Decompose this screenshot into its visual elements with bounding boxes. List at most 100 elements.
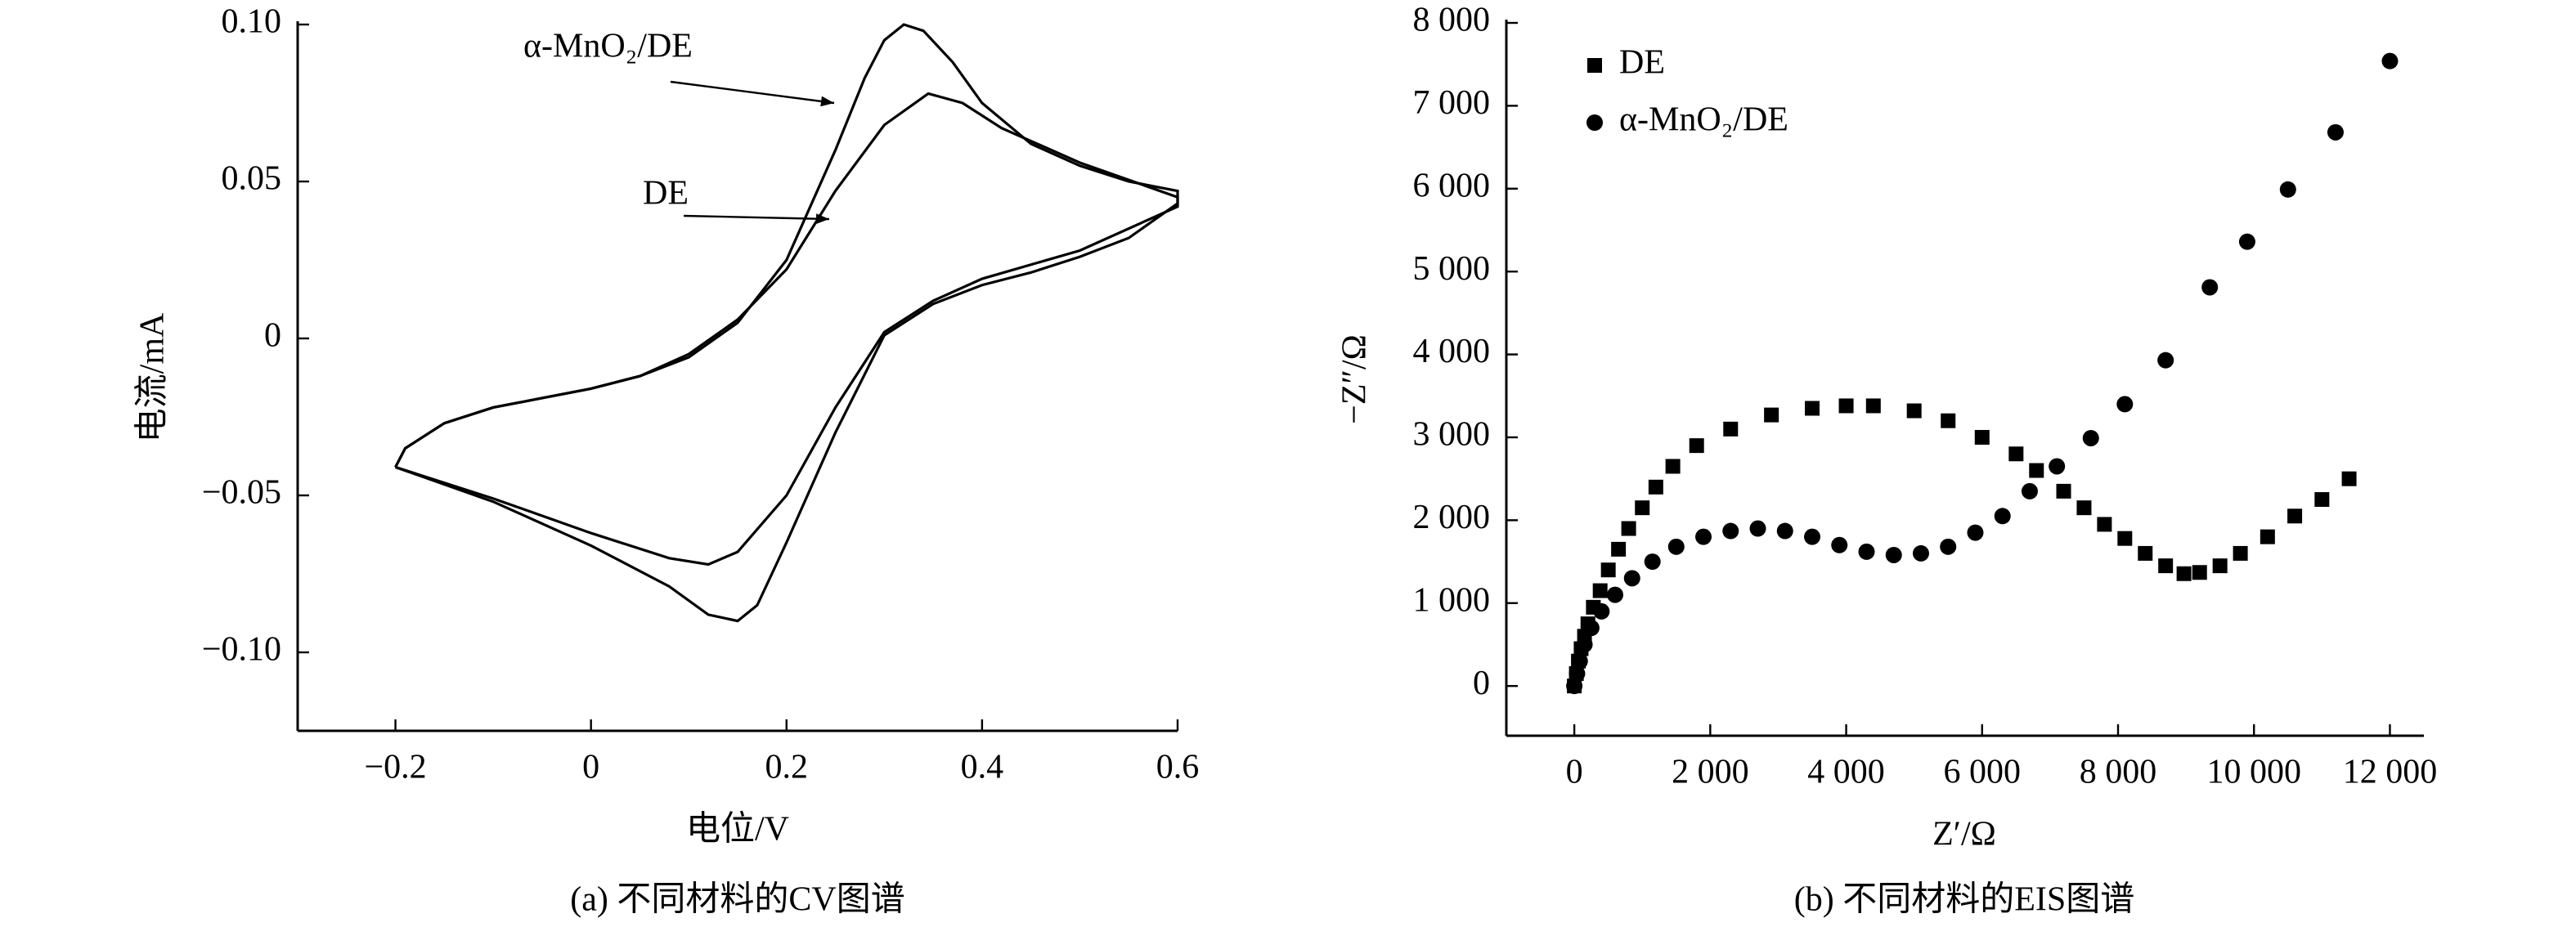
y-tick-label: 2 000 (1413, 499, 1491, 536)
y-tick-label: 4 000 (1413, 333, 1491, 370)
legend-marker (1587, 58, 1602, 73)
x-tick-label: 12 000 (2343, 754, 2438, 791)
x-axis-label: 电位/V (686, 810, 789, 849)
y-axis-label: 电流/mA (134, 312, 172, 442)
square-marker (1838, 398, 1854, 414)
circle-marker (1667, 538, 1685, 555)
x-tick-label: −0.2 (364, 749, 426, 786)
circle-marker (1606, 586, 1623, 603)
circle-marker (2201, 279, 2219, 296)
circle-marker (2049, 458, 2066, 475)
caption: (b) 不同材料的EIS图谱 (1794, 881, 2134, 919)
circle-marker (1776, 522, 1793, 540)
square-marker (1689, 438, 1704, 454)
y-tick-label: −0.05 (202, 474, 281, 512)
annotation: DE (643, 175, 689, 213)
circle-marker (1722, 522, 1739, 540)
square-marker (2029, 463, 2044, 478)
square-marker (1635, 500, 1650, 516)
x-axis-label: Z′/Ω (1932, 816, 1996, 853)
y-axis-label: −Z″/Ω (1336, 334, 1374, 424)
legend-label: α-MnO₂/DE (1619, 101, 1788, 139)
y-tick-label: 0 (264, 317, 281, 355)
circle-marker (1568, 665, 1586, 682)
circle-marker (1695, 528, 1712, 545)
x-tick-label: 0 (1566, 754, 1583, 791)
square-marker (2117, 531, 2133, 546)
square-marker (2212, 558, 2228, 574)
annotation: α-MnO₂/DE (523, 28, 693, 65)
circle-marker (2238, 233, 2255, 250)
circle-marker (1885, 546, 1902, 563)
y-tick-label: 1 000 (1413, 581, 1491, 619)
square-marker (2314, 492, 2330, 508)
circle-marker (1644, 553, 1661, 571)
square-marker (1611, 541, 1627, 557)
square-marker (2176, 566, 2192, 581)
square-marker (2233, 545, 2248, 561)
circle-marker (1593, 602, 1610, 620)
circle-marker (1994, 508, 2011, 525)
square-marker (1805, 401, 1820, 416)
circle-marker (1912, 544, 1929, 562)
caption: (a) 不同材料的CV图谱 (570, 881, 904, 919)
square-marker (1600, 562, 1616, 578)
square-marker (2192, 565, 2207, 580)
square-marker (2341, 471, 2357, 486)
x-tick-label: 10 000 (2206, 754, 2301, 791)
circle-marker (2116, 396, 2134, 413)
y-tick-label: 0 (1473, 665, 1490, 702)
x-tick-label: 8 000 (2080, 754, 2157, 791)
circle-marker (1576, 636, 1593, 653)
cv-curve (394, 23, 1179, 623)
circle-marker (1582, 620, 1600, 637)
square-marker (2056, 483, 2071, 499)
circle-marker (2021, 482, 2038, 499)
x-tick-label: 4 000 (1807, 754, 1885, 791)
square-marker (1723, 421, 1739, 437)
x-tick-label: 6 000 (1944, 754, 2022, 791)
circle-marker (1858, 543, 1875, 560)
circle-marker (2279, 181, 2296, 198)
circle-marker (1566, 678, 1583, 695)
x-tick-label: 0.6 (1156, 749, 1200, 786)
x-tick-label: 0 (582, 749, 599, 786)
circle-marker (2082, 429, 2099, 446)
annotation-arrow (670, 80, 835, 107)
y-tick-label: 3 000 (1413, 416, 1491, 454)
square-marker (1648, 479, 1663, 495)
x-tick-label: 0.2 (765, 749, 809, 786)
y-tick-label: 7 000 (1413, 84, 1491, 122)
square-marker (1621, 521, 1636, 536)
circle-marker (1967, 524, 1984, 541)
circle-marker (2327, 123, 2344, 141)
y-tick-label: 6 000 (1413, 167, 1491, 204)
square-marker (2008, 446, 2024, 462)
square-marker (1665, 459, 1681, 474)
square-marker (2076, 500, 2092, 516)
square-marker (1906, 403, 1922, 419)
square-marker (1974, 429, 1990, 445)
annotation-arrow (683, 213, 830, 225)
circle-marker (1623, 570, 1640, 587)
legend-label: DE (1619, 44, 1665, 82)
circle-marker (1749, 520, 1766, 537)
circle-marker (1571, 652, 1588, 670)
square-marker (2138, 545, 2153, 561)
x-tick-label: 2 000 (1672, 754, 1749, 791)
circle-marker (1940, 538, 1957, 555)
circle-marker (1831, 536, 1848, 553)
y-tick-label: 8 000 (1413, 2, 1491, 39)
square-marker (1592, 583, 1608, 598)
x-tick-label: 0.4 (961, 749, 1004, 786)
square-marker (1941, 413, 1956, 428)
square-marker (2260, 529, 2275, 544)
y-tick-label: 0.10 (222, 3, 282, 41)
square-marker (2158, 558, 2174, 574)
circle-marker (2157, 352, 2174, 369)
legend-marker (1586, 114, 1603, 131)
y-tick-label: 5 000 (1413, 250, 1491, 288)
y-tick-label: −0.10 (202, 631, 281, 669)
cv-curve (394, 92, 1179, 567)
